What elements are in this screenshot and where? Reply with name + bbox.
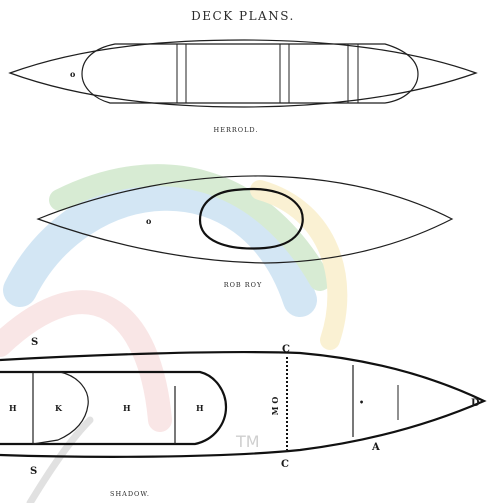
rob-roy-plan: o ROB ROY xyxy=(36,175,454,289)
shadow-label-mo: M O xyxy=(270,397,280,416)
shadow-label-d: D xyxy=(471,398,480,409)
rob-roy-caption: ROB ROY xyxy=(224,281,263,289)
rob-roy-cockpit xyxy=(198,187,304,250)
shadow-caption: SHADOW. xyxy=(110,490,150,498)
herrold-mark: o xyxy=(70,69,76,79)
shadow-cockpit xyxy=(0,370,228,446)
watermark-tm: TM xyxy=(235,432,260,451)
watermark-arc-yellow xyxy=(250,180,348,350)
page-title: DECK PLANS. xyxy=(191,9,295,23)
watermark-swoosh xyxy=(26,416,94,503)
rob-roy-mark: o xyxy=(146,216,152,226)
shadow-plan: S S C C H K H H M O • A D SHADOW. xyxy=(0,337,487,498)
herrold-caption: HERROLD. xyxy=(214,126,259,134)
shadow-label-s-bottom: S xyxy=(30,466,37,477)
shadow-label-h1: H xyxy=(9,403,17,413)
herrold-cockpit xyxy=(81,43,419,104)
rob-roy-hull-outline xyxy=(36,175,454,264)
shadow-label-c-top: C xyxy=(282,344,290,355)
herrold-hull-outline xyxy=(8,39,478,108)
shadow-label-c-bottom: C xyxy=(281,459,289,470)
shadow-k-cutout xyxy=(32,371,89,445)
shadow-label-h2: H xyxy=(123,403,131,413)
watermark-arc-blue xyxy=(3,176,317,317)
shadow-label-dot: • xyxy=(359,397,364,407)
shadow-hull-outline xyxy=(0,350,487,458)
herrold-plan: o HERROLD. xyxy=(8,39,478,134)
watermark-arc-pink xyxy=(0,290,172,432)
shadow-label-a: A xyxy=(371,442,380,453)
watermark-arc-green xyxy=(49,164,331,291)
shadow-label-s-top: S xyxy=(31,337,38,348)
shadow-label-h3: H xyxy=(196,403,204,413)
shadow-label-k: K xyxy=(55,403,63,413)
watermark xyxy=(0,164,348,503)
